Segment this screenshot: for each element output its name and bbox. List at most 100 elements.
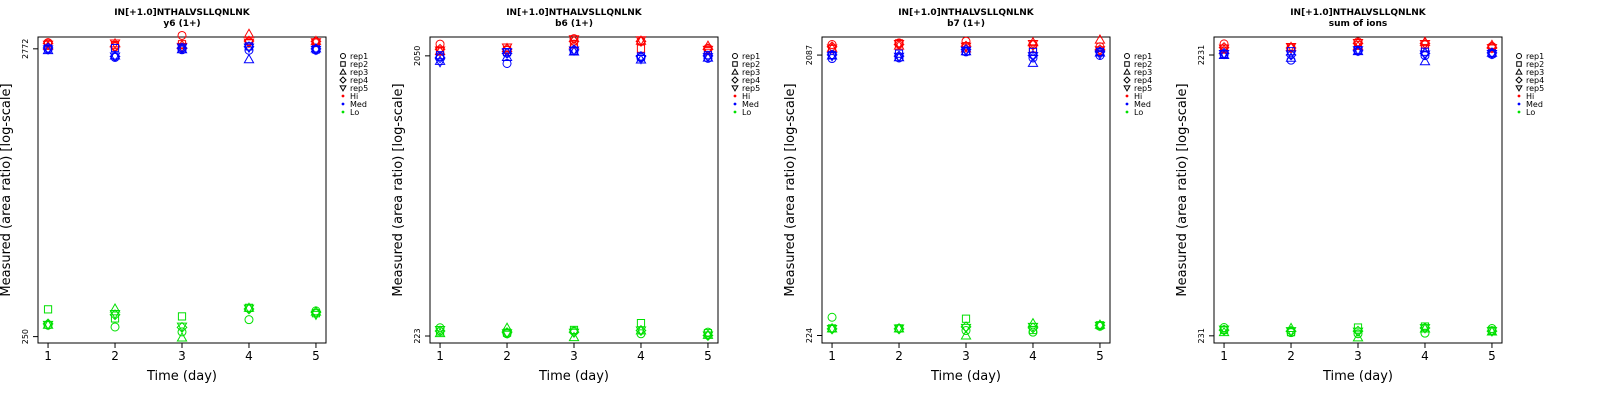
y-tick-label: 2050 [413, 46, 422, 66]
y-tick-label: 231 [1197, 328, 1206, 343]
data-point [1094, 34, 1106, 44]
chart-title: IN[+1.0]NTHALVSLLQNLNK [114, 8, 251, 18]
plot-frame [429, 36, 719, 344]
legend-symbol [732, 61, 738, 67]
x-axis-label: Time (day) [930, 369, 1001, 384]
data-point [434, 327, 446, 338]
data-point [176, 331, 188, 342]
chart-title: IN[+1.0]NTHALVSLLQNLNK [898, 8, 1035, 18]
data-point [960, 46, 972, 57]
legend-label: rep4 [1526, 76, 1544, 85]
data-point [1028, 47, 1038, 57]
legend-dot [733, 110, 737, 114]
data-point [42, 42, 54, 54]
data-point [1420, 328, 1430, 338]
chart-subtitle: b7 (1+) [947, 19, 985, 29]
x-tick-label: 3 [570, 349, 578, 363]
data-point [1094, 321, 1106, 332]
chart-title: IN[+1.0]NTHALVSLLQNLNK [506, 8, 643, 18]
data-point [568, 331, 580, 342]
data-point [1486, 49, 1498, 60]
data-point [702, 45, 714, 56]
data-point [893, 322, 905, 333]
data-point [702, 40, 714, 50]
legend-label: Med [1134, 100, 1151, 109]
data-point [243, 304, 255, 315]
legend-dot [1125, 94, 1129, 98]
data-point [434, 325, 446, 336]
data-point [176, 322, 188, 333]
legend-label: rep1 [742, 52, 760, 61]
y-tick-label: 2231 [1197, 45, 1206, 65]
data-point [960, 329, 972, 340]
data-point [1028, 53, 1038, 63]
data-point [826, 49, 838, 61]
legend-symbol [1124, 53, 1130, 59]
data-point [826, 49, 838, 60]
x-tick-label: 1 [1220, 349, 1228, 363]
legend-symbol [339, 85, 347, 92]
data-point [826, 44, 838, 55]
x-tick-label: 2 [1287, 349, 1295, 363]
data-point [635, 326, 647, 337]
legend-symbol [731, 76, 739, 84]
data-point [635, 36, 647, 46]
data-point [1094, 46, 1106, 57]
x-axis-label: Time (day) [1322, 369, 1393, 384]
data-point [244, 315, 254, 325]
legend-symbol [1123, 76, 1131, 84]
data-point [702, 331, 714, 342]
x-axis-label: Time (day) [538, 369, 609, 384]
legend-dot [1517, 94, 1521, 98]
data-point [1094, 50, 1106, 60]
data-point [1486, 47, 1498, 57]
legend-dot [341, 110, 345, 114]
y-axis-label: Measured (area ratio) [log-scale] [1175, 83, 1190, 296]
legend-label: rep2 [1134, 60, 1152, 69]
data-point [702, 53, 714, 63]
data-point [960, 323, 972, 334]
data-point [177, 327, 187, 337]
data-point [110, 314, 120, 323]
data-point [568, 328, 580, 339]
legend-label: rep3 [1134, 68, 1152, 77]
x-tick-label: 2 [895, 349, 903, 363]
data-point [501, 43, 513, 55]
legend-label: Lo [1134, 108, 1143, 117]
legend-symbol [1515, 85, 1523, 92]
data-point [502, 328, 512, 337]
data-point [1419, 39, 1431, 50]
data-point [1027, 57, 1039, 67]
data-point [109, 52, 121, 63]
data-point [109, 49, 121, 60]
legend-dot [341, 94, 345, 98]
legend-symbol [339, 76, 347, 84]
x-tick-label: 5 [1488, 349, 1496, 363]
data-point [961, 326, 971, 336]
legend-dot [733, 102, 737, 106]
plot-frame [37, 36, 327, 344]
legend-symbol [1515, 68, 1523, 75]
legend-label: Hi [742, 92, 750, 101]
data-point [1218, 49, 1230, 60]
data-point [1486, 327, 1498, 337]
y-tick-label: 250 [21, 329, 30, 344]
data-point [1027, 40, 1039, 50]
legend-label: rep2 [742, 60, 760, 69]
data-point [1095, 321, 1105, 330]
data-point [310, 38, 322, 48]
legend-dot [1517, 102, 1521, 106]
data-point [1094, 46, 1106, 58]
data-point [501, 43, 513, 54]
data-point [635, 324, 647, 335]
legend-symbol [340, 53, 346, 59]
legend-symbol [340, 61, 346, 67]
x-tick-label: 1 [44, 349, 52, 363]
data-point [501, 329, 513, 339]
legend-symbol [731, 68, 739, 75]
legend-symbol [732, 53, 738, 59]
data-point [568, 35, 580, 45]
legend-label: Med [1526, 100, 1543, 109]
